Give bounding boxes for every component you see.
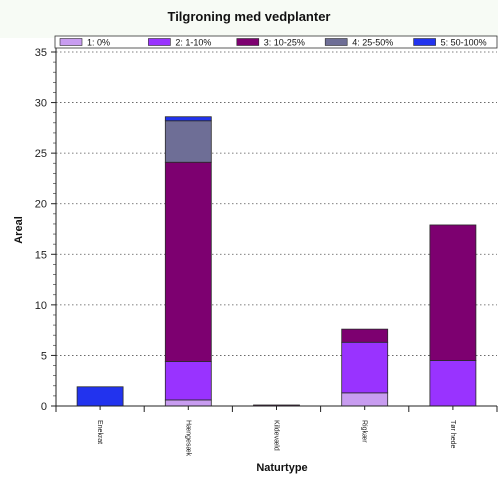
bar-segment bbox=[164, 161, 212, 362]
legend-label: 5: 50-100% bbox=[441, 38, 487, 48]
x-tick-label: Rigkær bbox=[361, 420, 368, 443]
x-tick-label: Enekrat bbox=[96, 420, 103, 444]
bar-segment bbox=[341, 341, 389, 394]
bar-segment bbox=[164, 399, 212, 407]
chart-title: Tilgroning med vedplanter bbox=[167, 9, 331, 24]
legend-label: 2: 1-10% bbox=[175, 38, 211, 48]
bar-segment bbox=[341, 328, 389, 343]
bars bbox=[76, 116, 477, 407]
bar-segment bbox=[429, 360, 477, 407]
header-background bbox=[0, 0, 498, 38]
y-tick-label: 0 bbox=[41, 401, 47, 413]
y-tick-label: 15 bbox=[35, 249, 47, 261]
y-tick-label: 35 bbox=[35, 47, 47, 59]
legend-swatch bbox=[148, 38, 171, 46]
x-tick-label: Hængesæk bbox=[184, 420, 191, 457]
y-tick-label: 25 bbox=[35, 148, 47, 160]
legend-label: 3: 10-25% bbox=[264, 38, 305, 48]
legend: 1: 0% 2: 1-10% 3: 10-25% 4: 25-50% 5: 50-100… bbox=[54, 35, 498, 49]
y-tick-label: 20 bbox=[35, 199, 47, 211]
y-tick-label: 10 bbox=[35, 300, 47, 312]
bar-segment bbox=[164, 361, 212, 401]
bar-segment bbox=[164, 116, 212, 122]
bar-segment bbox=[76, 386, 124, 407]
legend-swatch bbox=[324, 38, 348, 46]
bar-segment bbox=[429, 224, 477, 361]
legend-label: 4: 25-50% bbox=[352, 38, 393, 48]
bar-segment bbox=[341, 392, 389, 407]
x-tick-label: Tør hede bbox=[449, 420, 456, 449]
legend-swatch bbox=[236, 38, 260, 46]
gridlines bbox=[56, 51, 497, 356]
legend-swatch bbox=[413, 38, 436, 46]
legend-label: 1: 0% bbox=[87, 38, 110, 48]
x-axis: Enekrat Hængesæk Kildevæld Rigkær Tør hede bbox=[55, 405, 498, 457]
x-axis-label: Naturtype bbox=[256, 462, 307, 474]
y-axis: 0 5 10 15 20 25 30 35 bbox=[35, 46, 57, 413]
y-tick-label: 30 bbox=[35, 98, 47, 110]
legend-swatch bbox=[59, 38, 83, 46]
y-tick-label: 5 bbox=[41, 350, 47, 362]
bar-segment bbox=[164, 120, 212, 163]
y-axis-label: Areal bbox=[13, 216, 25, 244]
x-tick-label: Kildevæld bbox=[273, 420, 280, 451]
